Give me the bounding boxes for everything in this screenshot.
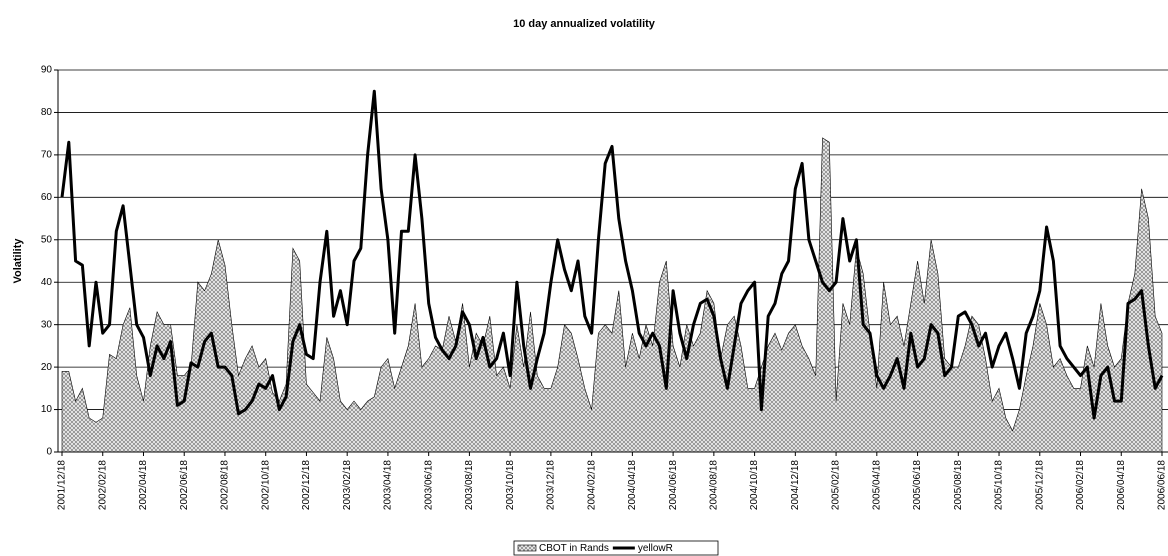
x-tick-label: 2002/02/18 [97,460,108,510]
line [60,89,1164,420]
x-tick-label: 2003/10/18 [505,460,516,510]
x-tick-label: 2004/12/18 [790,460,801,510]
x-tick-label: 2005/10/18 [994,460,1005,510]
y-tick-label: 70 [41,150,53,161]
x-tick-label: 2003/02/18 [342,460,353,510]
legend-label: yellowR [638,543,673,554]
x-tick-label: 2004/04/18 [627,460,638,510]
y-tick-label: 90 [41,65,53,76]
x-tick-label: 2004/08/18 [708,460,719,510]
x-tick-label: 2002/06/18 [179,460,190,510]
x-tick-label: 2002/04/18 [138,460,149,510]
x-tick-label: 2006/06/18 [1157,460,1168,510]
x-tick-label: 2003/04/18 [383,460,394,510]
y-tick-label: 30 [41,319,53,330]
y-axis-title: Volatility [12,238,24,284]
x-tick-label: 2001/12/18 [57,460,68,510]
x-tick-label: 2003/06/18 [423,460,434,510]
y-tick-label: 80 [41,107,53,118]
y-tick-label: 40 [41,277,53,288]
x-tick-label: 2006/04/18 [1116,460,1127,510]
x-tick-label: 2005/02/18 [831,460,842,510]
area [61,137,1163,453]
x-tick-label: 2004/06/18 [668,460,679,510]
x-tick-label: 2006/02/18 [1075,460,1086,510]
y-tick-label: 60 [41,192,53,203]
y-tick-label: 10 [41,404,53,415]
x-tick-label: 2005/12/18 [1034,460,1045,510]
x-tick-label: 2003/12/18 [546,460,557,510]
x-tick-label: 2005/04/18 [871,460,882,510]
legend-swatch [517,544,537,552]
legend-label: CBOT in Rands [539,543,609,554]
x-tick-label: 2002/08/18 [220,460,231,510]
chart-title: 10 day annualized volatility [513,18,656,30]
x-tick-label: 2005/08/18 [953,460,964,510]
x-tick-label: 2003/08/18 [464,460,475,510]
x-tick-label: 2002/12/18 [301,460,312,510]
x-tick-label: 2005/06/18 [912,460,923,510]
y-tick-label: 50 [41,234,53,245]
x-tick-label: 2004/02/18 [586,460,597,510]
x-tick-label: 2004/10/18 [749,460,760,510]
x-tick-label: 2002/10/18 [260,460,271,510]
y-tick-label: 20 [41,362,53,373]
y-tick-label: 0 [46,447,52,458]
